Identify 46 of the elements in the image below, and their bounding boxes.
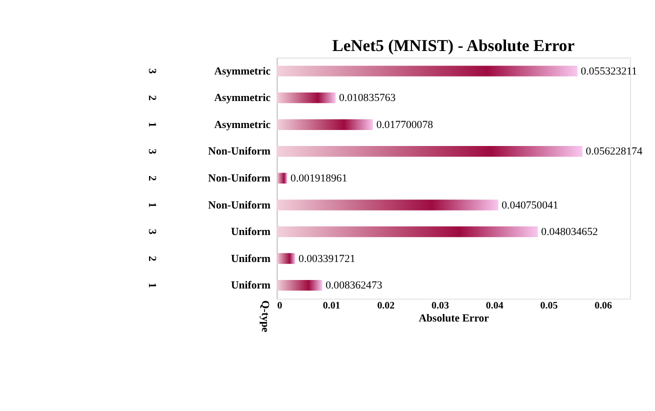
y-tick-label: Uniform	[230, 252, 271, 265]
y2-tick-label: 1	[146, 202, 158, 208]
bar	[276, 200, 498, 210]
x-tick-label: 0.03	[432, 300, 449, 312]
bar	[276, 146, 582, 157]
x-tick-label: 0.06	[594, 300, 612, 312]
data-label: 0.040750041	[502, 199, 558, 212]
bar	[276, 66, 578, 76]
y-tick-label: Uniform	[230, 280, 271, 292]
x-tick-label: 0	[277, 300, 282, 312]
y-axis-title: Q-type	[258, 300, 271, 332]
data-label: 0.010835763	[339, 92, 396, 104]
bar	[276, 92, 336, 104]
data-label: 0.001918961	[290, 172, 348, 185]
x-tick-label: 0.02	[377, 300, 395, 312]
data-label: 0.056228174	[586, 146, 643, 158]
x-tick-label: 0.01	[322, 300, 340, 312]
bar	[276, 253, 296, 264]
bar	[276, 280, 322, 291]
y2-tick-label: 3	[146, 68, 158, 74]
x-axis-title: Absolute Error	[418, 312, 490, 325]
y-tick-label: Non-Uniform	[208, 199, 271, 212]
bar	[276, 172, 288, 184]
y2-tick-label: 2	[146, 175, 158, 181]
y-tick-label: Asymmetric	[214, 65, 271, 78]
chart-title: LeNet5 (MNIST) - Absolute Error	[332, 36, 576, 56]
y2-tick-label: 1	[146, 282, 158, 288]
data-label: 0.017700078	[376, 118, 434, 131]
y2-tick-label: 3	[146, 229, 158, 236]
bar	[276, 119, 373, 130]
y2-tick-label: 3	[146, 148, 158, 155]
y-tick-label: Non-Uniform	[208, 146, 271, 158]
y-tick-label: Non-Uniform	[208, 172, 271, 185]
y2-tick-label: 2	[146, 95, 158, 101]
data-label: 0.055323211	[580, 65, 638, 78]
y2-tick-label: 2	[146, 256, 158, 262]
x-tick-label: 0.05	[540, 300, 558, 312]
y-tick-label: Asymmetric	[214, 118, 271, 131]
data-label: 0.003391721	[298, 252, 356, 265]
x-tick-label: 0.04	[486, 300, 504, 312]
y-tick-label: Uniform	[230, 226, 271, 238]
data-label: 0.008362473	[326, 280, 382, 292]
bar	[276, 226, 538, 238]
data-label: 0.048034652	[541, 226, 598, 238]
y2-tick-label: 1	[146, 122, 158, 128]
y-tick-label: Asymmetric	[214, 92, 271, 104]
